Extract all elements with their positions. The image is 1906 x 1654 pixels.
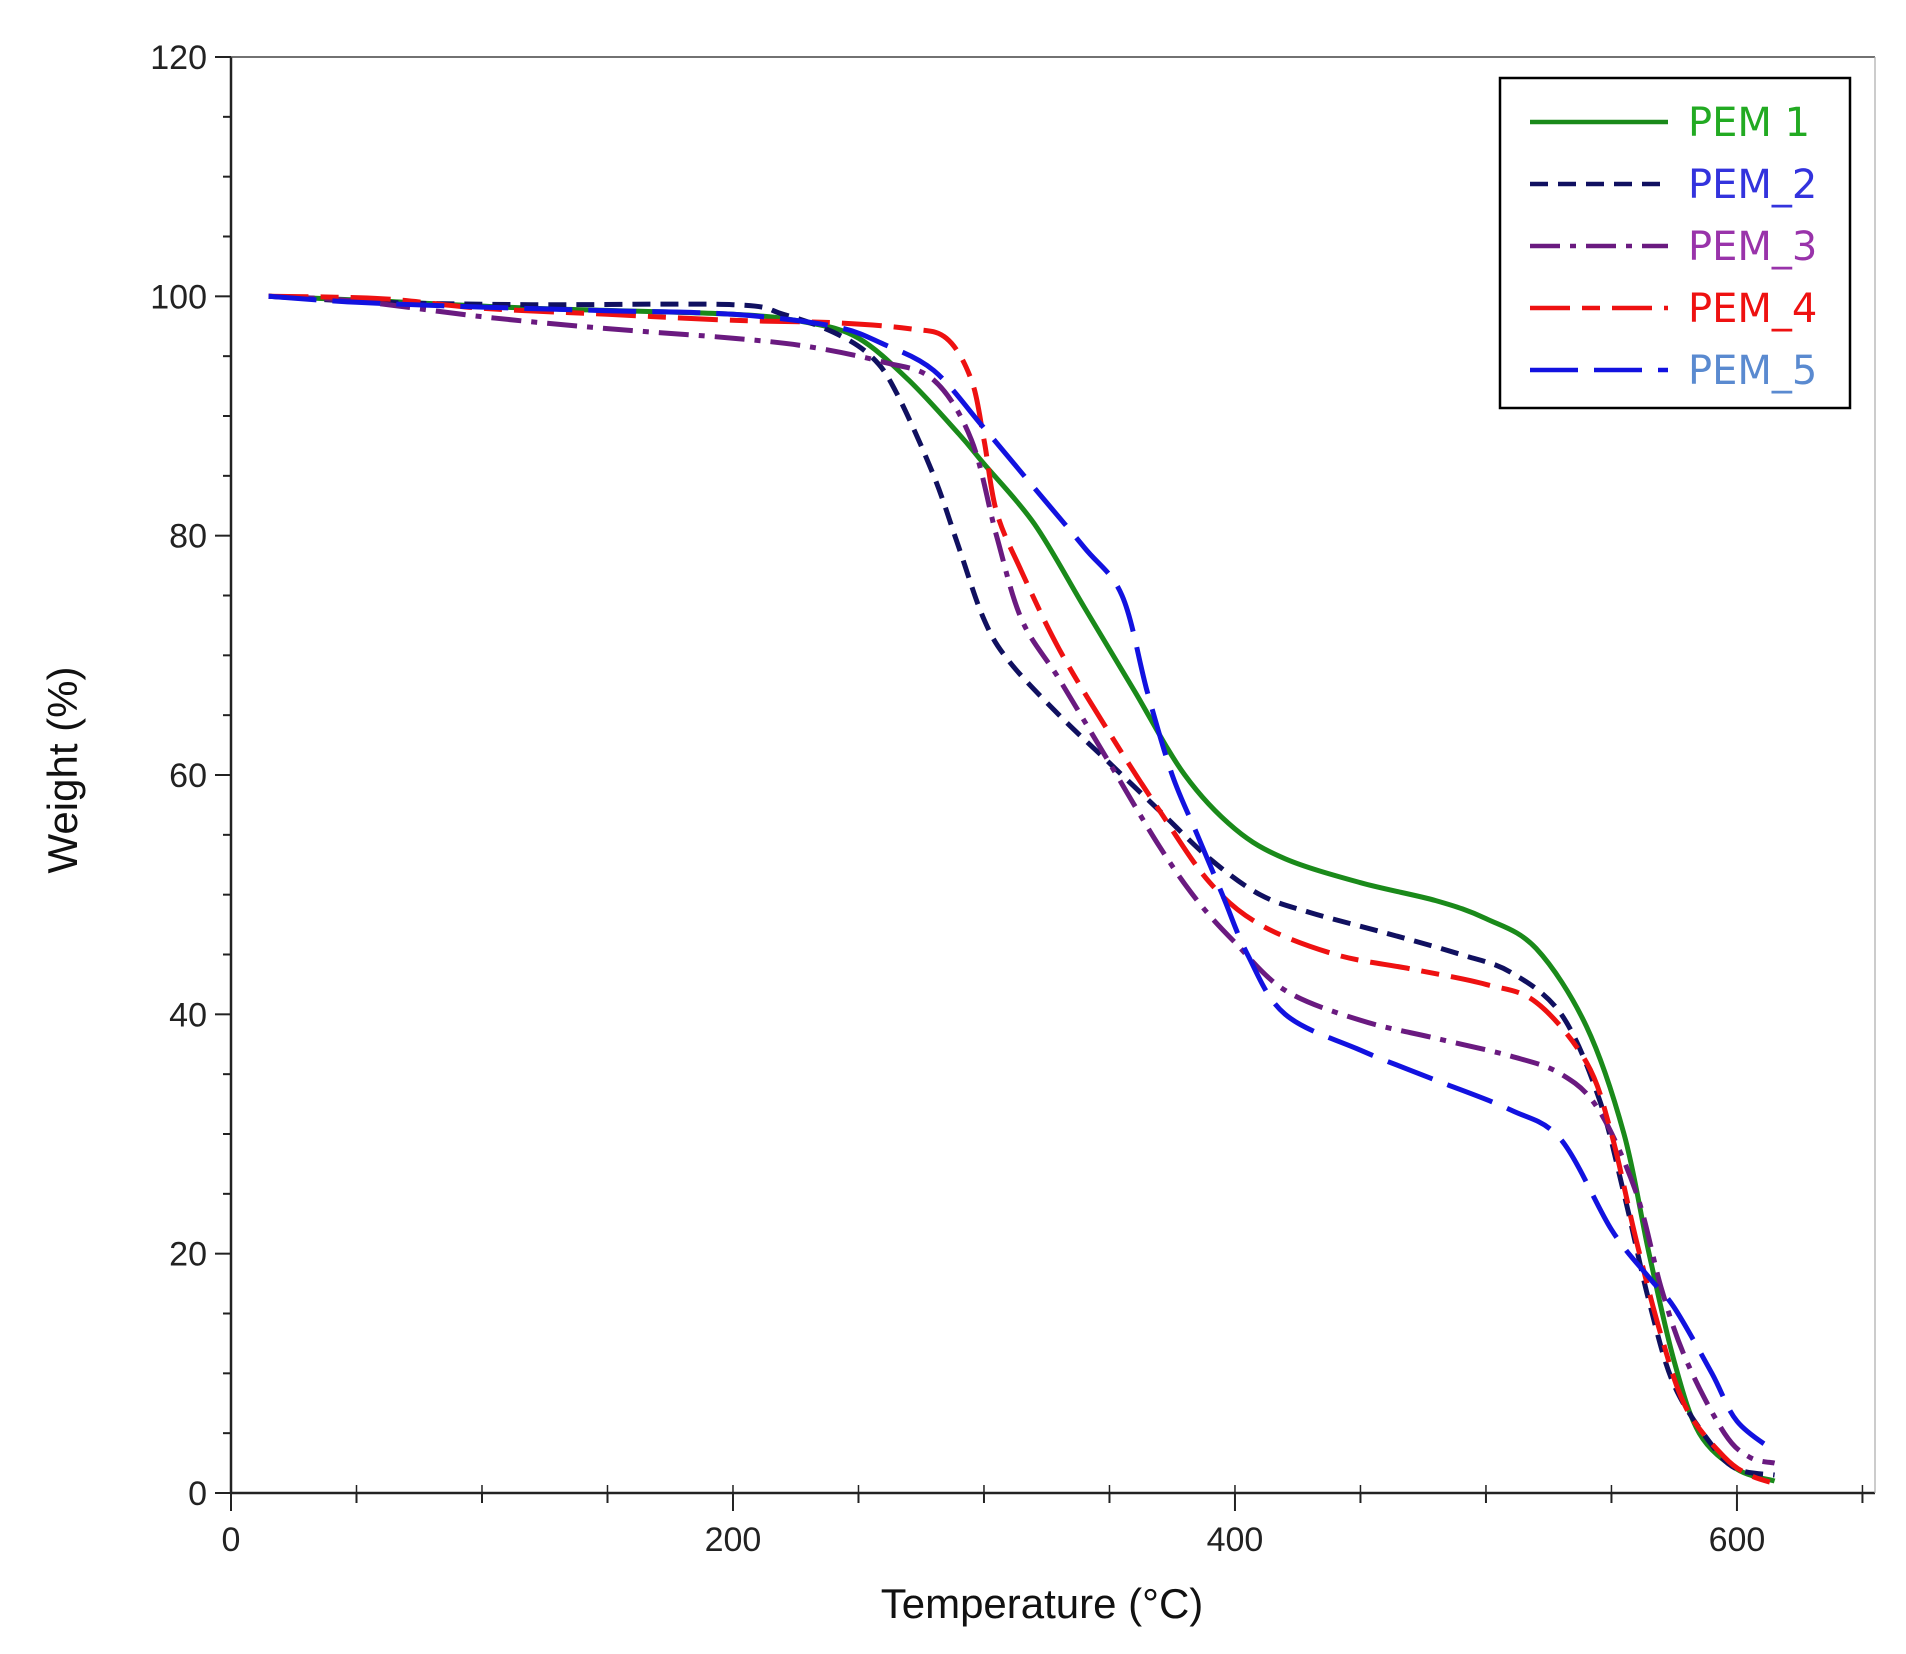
y-tick-label: 40 bbox=[169, 996, 207, 1034]
series-lines bbox=[268, 293, 1777, 1486]
series-line-4 bbox=[268, 293, 1776, 1486]
x-tick-label: 400 bbox=[1207, 1521, 1264, 1559]
y-axis: 0 20 40 60 80 100 120 bbox=[150, 39, 231, 1513]
y-tick-label: 60 bbox=[169, 757, 207, 795]
y-tick-label: 80 bbox=[169, 518, 207, 556]
legend-label-3: PEM_3 bbox=[1688, 224, 1817, 270]
x-axis: 0 200 400 600 bbox=[222, 1485, 1864, 1559]
x-axis-title: Temperature (°C) bbox=[881, 1580, 1204, 1627]
x-tick-label: 600 bbox=[1709, 1521, 1766, 1559]
series-line-5 bbox=[268, 293, 1777, 1454]
y-axis-title: Weight (%) bbox=[39, 667, 86, 874]
series-line-3 bbox=[268, 293, 1776, 1466]
series-line-2 bbox=[268, 293, 1775, 1478]
y-tick-label: 20 bbox=[169, 1236, 207, 1274]
y-tick-label: 100 bbox=[150, 278, 207, 316]
y-tick-label: 120 bbox=[150, 39, 207, 77]
legend-label-4: PEM_4 bbox=[1688, 286, 1817, 332]
legend: PEM 1 PEM_2 PEM_3 PEM_4 PEM_5 bbox=[1498, 76, 1852, 410]
x-tick-label: 0 bbox=[222, 1521, 241, 1559]
legend-label-5: PEM_5 bbox=[1688, 348, 1817, 394]
legend-box bbox=[1498, 76, 1852, 410]
x-tick-label: 200 bbox=[705, 1521, 762, 1559]
y-tick-label: 0 bbox=[188, 1475, 207, 1513]
legend-label-1: PEM 1 bbox=[1688, 100, 1810, 146]
legend-label-2: PEM_2 bbox=[1688, 162, 1817, 208]
